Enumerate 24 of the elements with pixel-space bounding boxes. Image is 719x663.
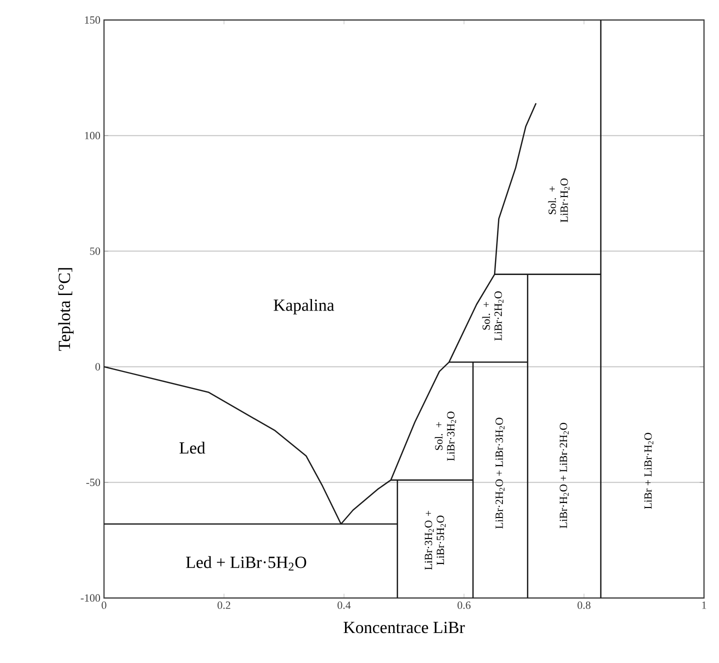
y-axis-title: Teplota [°C] [58, 268, 74, 351]
x-tick-label: 0.2 [218, 602, 230, 609]
x-tick-label: 0.8 [578, 602, 590, 609]
annotation: Led [180, 442, 206, 454]
y-tick-label: 100 [85, 132, 100, 140]
y-tick-label: 50 [90, 247, 100, 255]
x-tick-label: 0.6 [458, 602, 471, 609]
x-tick-label: 1 [702, 602, 706, 609]
x-axis-title: Koncentrace LiBr [344, 622, 465, 634]
x-tick-label: 0.4 [338, 602, 351, 609]
annotation: Sol. + LiBr·2H$_{2}$O [482, 291, 504, 341]
annotation: LiBr·3H$_{2}$O + LiBr·5H$_{2}$O [424, 510, 446, 570]
annotation: LiBr·H$_{2}$O + LiBr·2H$_{2}$O [560, 422, 569, 528]
y-tick-label: 0 [95, 363, 100, 370]
x-tick-label: 0 [102, 602, 106, 609]
annotation: Sol. + LiBr·H$_{2}$O [548, 178, 570, 222]
annotation: LiBr·2H$_{2}$O + LiBr·3H$_{2}$O [496, 418, 504, 529]
y-tick-label: 150 [85, 16, 100, 24]
y-tick-label: -50 [86, 478, 100, 486]
y-tick-label: -100 [80, 594, 100, 602]
annotation: Kapalina [274, 298, 334, 314]
annotation: Sol. + LiBr·3H$_{2}$O [434, 412, 456, 461]
annotation: LiBr + LiBr·H$_{2}$O [644, 432, 654, 509]
annotation: Led + LiBr·5H$_{2}$O [186, 556, 306, 570]
